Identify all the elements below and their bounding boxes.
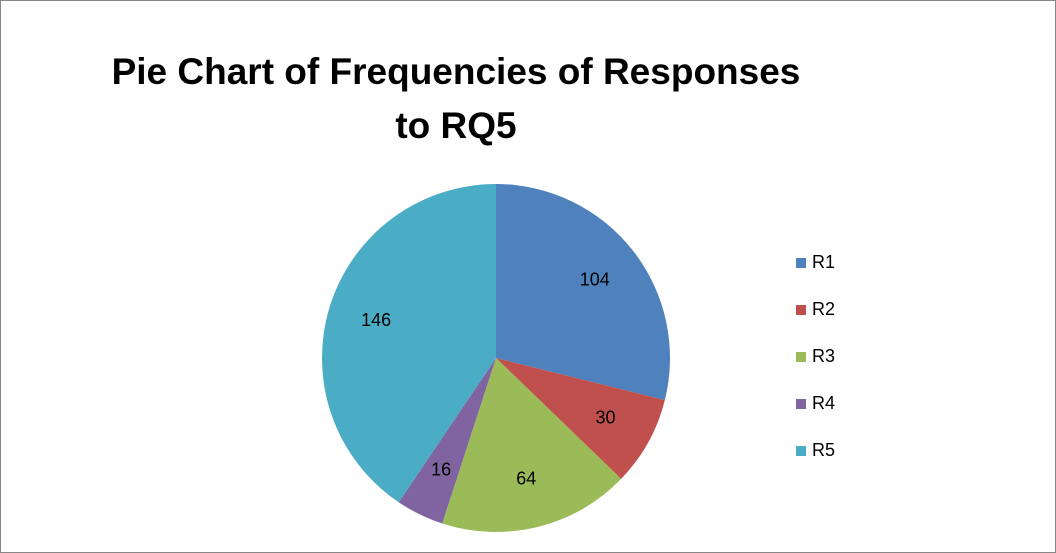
legend-swatch xyxy=(796,352,806,362)
pie-slice xyxy=(442,358,622,532)
pie-slice xyxy=(496,358,665,479)
legend-swatch xyxy=(796,446,806,456)
chart-title: Pie Chart of Frequencies of Responses to… xyxy=(111,51,801,146)
data-label: 16 xyxy=(431,459,451,479)
data-label: 30 xyxy=(596,407,616,427)
data-label: 104 xyxy=(580,270,610,290)
legend-label: R2 xyxy=(812,299,835,319)
legend-label: R4 xyxy=(812,393,835,413)
legend-label: R5 xyxy=(812,440,835,460)
pie-slice xyxy=(398,358,496,524)
legend-label: R1 xyxy=(812,252,835,272)
data-label: 64 xyxy=(516,468,536,488)
data-label: 146 xyxy=(361,310,391,330)
legend-swatch xyxy=(796,399,806,409)
pie-slice xyxy=(322,184,496,503)
legend-swatch xyxy=(796,305,806,315)
legend-swatch xyxy=(796,258,806,268)
legend-label: R3 xyxy=(812,346,835,366)
pie-slice xyxy=(496,184,671,401)
